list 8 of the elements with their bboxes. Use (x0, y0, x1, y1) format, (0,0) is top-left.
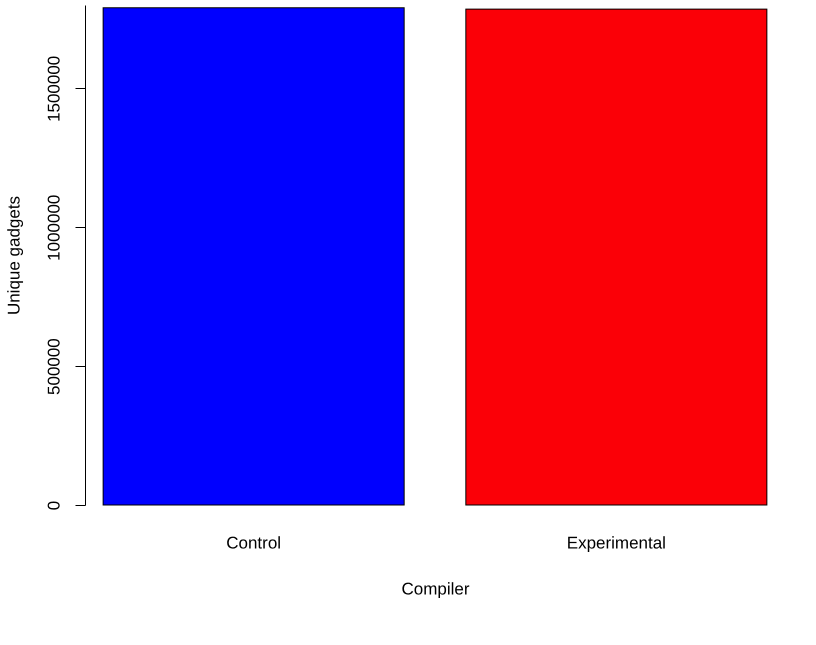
y-tick-label: 1000000 (44, 194, 64, 261)
y-tick-label: 0 (44, 500, 64, 510)
x-tick-label: Control (226, 534, 282, 552)
x-tick-label: Experimental (566, 534, 666, 552)
y-tick-label: 500000 (44, 338, 64, 395)
y-axis-title: Unique gadgets (4, 196, 24, 316)
x-axis-title: Compiler (401, 580, 470, 598)
y-tick-label: 1500000 (44, 56, 64, 122)
